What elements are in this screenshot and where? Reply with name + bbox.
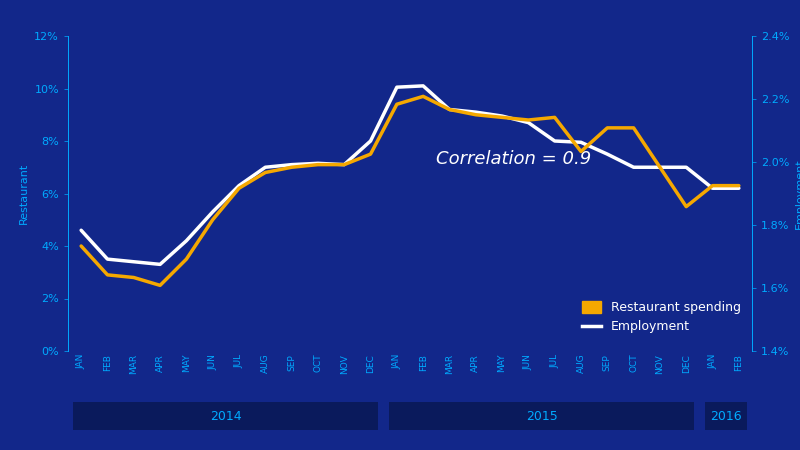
Y-axis label: Restaurant: Restaurant <box>18 163 29 224</box>
FancyBboxPatch shape <box>74 402 378 430</box>
Text: 2015: 2015 <box>526 410 558 423</box>
FancyBboxPatch shape <box>705 402 746 430</box>
Text: Correlation = 0.9: Correlation = 0.9 <box>436 150 591 168</box>
Text: 2016: 2016 <box>710 410 742 423</box>
FancyBboxPatch shape <box>389 402 694 430</box>
Text: 2014: 2014 <box>210 410 242 423</box>
Y-axis label: Employment: Employment <box>795 158 800 229</box>
Legend: Restaurant spending, Employment: Restaurant spending, Employment <box>577 296 746 338</box>
